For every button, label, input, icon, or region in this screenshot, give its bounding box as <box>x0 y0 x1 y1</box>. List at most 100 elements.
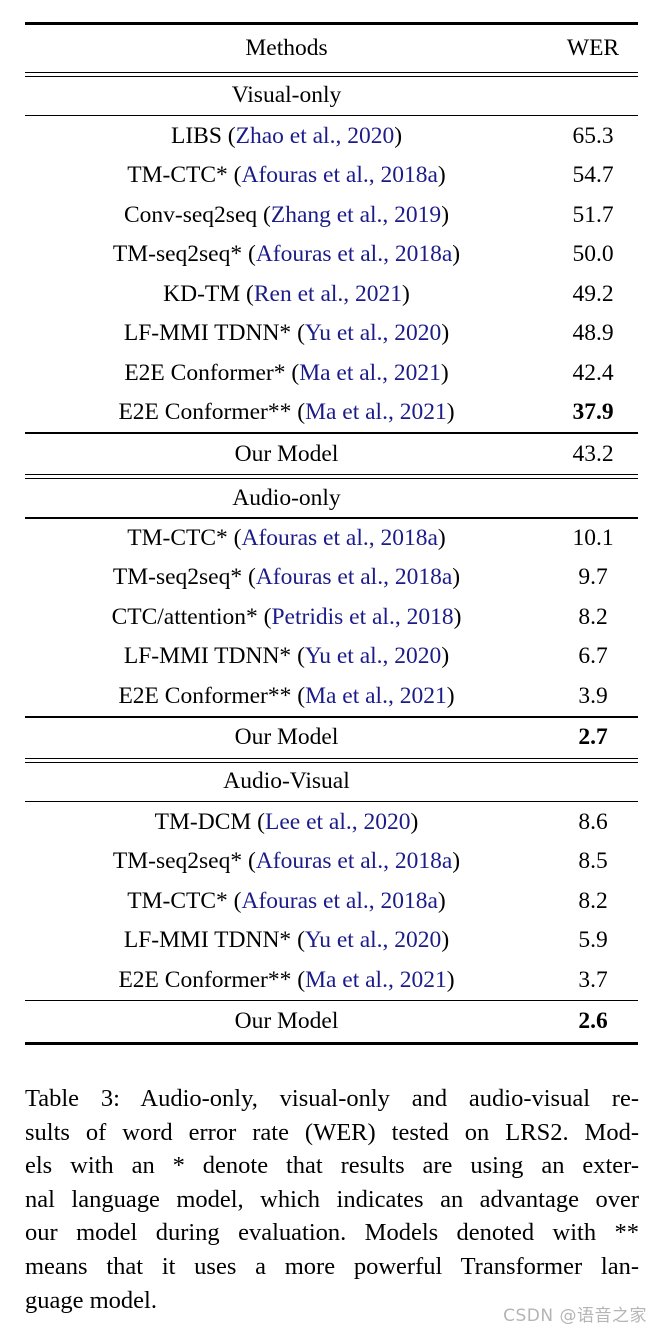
citation-link[interactable]: Yu et al., 2020 <box>304 643 442 670</box>
close-paren: ) <box>410 808 419 835</box>
table-row: E2E Conformer** (Ma et al., 2021) 3.9 <box>25 677 638 717</box>
table-header-row: Methods WER <box>25 25 638 72</box>
our-model-wer-value: 43.2 <box>572 440 614 467</box>
wer-column-header: WER <box>566 35 620 61</box>
citation-link[interactable]: Zhao et al., 2020 <box>235 122 395 149</box>
method-label: TM-seq2seq* <box>112 848 243 875</box>
open-paren: ( <box>257 603 272 630</box>
method-label: Conv-seq2seq <box>123 201 258 228</box>
citation-link[interactable]: Ma et al., 2021 <box>305 966 447 993</box>
close-paren: ) <box>453 603 462 630</box>
wer-value: 3.7 <box>578 966 608 993</box>
table-row: CTC/attention* (Petridis et al., 2018) 8.… <box>25 598 638 638</box>
method-label: TM-seq2seq* <box>112 564 243 591</box>
caption-line: our model during evaluation. Models deno… <box>25 1219 639 1247</box>
table-row: E2E Conformer** (Ma et al., 2021) 37.9 <box>25 393 638 433</box>
table-body: Visual-only LIBS (Zhao et al., 2020) 65.3 T… <box>25 72 638 1042</box>
wer-value: 9.7 <box>578 564 608 591</box>
method-label: TM-CTC* <box>127 887 228 914</box>
citation-link[interactable]: Afouras et al., 2018a <box>241 162 438 189</box>
section-header-rule <box>25 517 638 519</box>
wer-value: 6.7 <box>578 643 608 670</box>
open-paren: ( <box>285 359 300 386</box>
wer-value: 50.0 <box>572 241 614 268</box>
table-row: TM-CTC* (Afouras et al., 2018a) 54.7 <box>25 156 638 196</box>
citation-link[interactable]: Ma et al., 2021 <box>305 399 447 426</box>
citation-link[interactable]: Yu et al., 2020 <box>304 320 442 347</box>
caption-line: sults of word error rate (WER) tested on… <box>25 1118 639 1146</box>
method-cell: TM-CTC* (Afouras et al., 2018a) <box>25 888 548 915</box>
method-cell: E2E Conformer* (Ma et al., 2021) <box>25 360 548 387</box>
citation-link[interactable]: Lee et al., 2020 <box>264 808 411 835</box>
close-paren: ) <box>452 848 461 875</box>
citation-link[interactable]: Yu et al., 2020 <box>304 927 442 954</box>
open-paren: ( <box>251 808 265 835</box>
our-model-row: Our Model 2.7 <box>25 718 638 759</box>
method-cell: TM-seq2seq* (Afouras et al., 2018a) <box>25 241 548 268</box>
citation-link[interactable]: Ren et al., 2021 <box>253 280 403 307</box>
caption-line: Table 3: Audio-only, visual-only and aud… <box>25 1085 639 1112</box>
citation-link[interactable]: Ma et al., 2021 <box>299 359 441 386</box>
citation-link[interactable]: Afouras et al., 2018a <box>241 887 438 914</box>
wer-value: 48.9 <box>572 320 614 347</box>
section-divider-rule <box>25 72 638 77</box>
section-divider-rule <box>25 474 638 480</box>
method-label: TM-DCM <box>154 808 252 835</box>
open-paren: ( <box>291 927 305 954</box>
open-paren: ( <box>242 564 256 591</box>
wer-value: 8.5 <box>578 848 608 875</box>
table-row: E2E Conformer* (Ma et al., 2021) 42.4 <box>25 353 638 393</box>
close-paren: ) <box>437 887 446 914</box>
table-row: KD-TM (Ren et al., 2021) 49.2 <box>25 274 638 314</box>
citation-link[interactable]: Afouras et al., 2018a <box>255 241 453 268</box>
section-title: Visual-only <box>231 82 342 109</box>
close-paren: ) <box>437 162 446 189</box>
method-cell: TM-DCM (Lee et al., 2020) <box>25 809 548 836</box>
open-paren: ( <box>291 643 305 670</box>
method-cell: E2E Conformer** (Ma et al., 2021) <box>25 683 548 710</box>
citation-link[interactable]: Afouras et al., 2018a <box>255 564 453 591</box>
method-cell: LF-MMI TDNN* (Yu et al., 2020) <box>25 320 548 347</box>
open-paren: ( <box>221 122 236 149</box>
close-paren: ) <box>440 359 449 386</box>
our-model-rule <box>25 432 638 434</box>
method-label: E2E Conformer** <box>118 399 292 426</box>
method-cell: TM-seq2seq* (Afouras et al., 2018a) <box>25 848 548 875</box>
wer-value: 8.2 <box>578 887 608 914</box>
close-paren: ) <box>437 524 446 551</box>
section-divider-rule <box>25 758 638 763</box>
our-model-rule <box>25 999 638 1002</box>
method-cell: E2E Conformer** (Ma et al., 2021) <box>25 967 548 994</box>
wer-value: 42.4 <box>572 359 614 386</box>
citation-link[interactable]: Afouras et al., 2018a <box>241 524 438 551</box>
citation-link[interactable]: Afouras et al., 2018a <box>255 848 453 875</box>
citation-link[interactable]: Zhang et al., 2019 <box>270 201 442 228</box>
method-label: LF-MMI TDNN* <box>123 643 292 670</box>
method-label: CTC/attention* <box>111 603 258 630</box>
wer-value: 65.3 <box>572 122 614 149</box>
method-label: LIBS <box>170 122 222 149</box>
open-paren: ( <box>291 399 306 426</box>
our-model-row: Our Model 43.2 <box>25 434 638 475</box>
section-title-row: Audio-only <box>25 479 638 517</box>
method-label: E2E Conformer** <box>118 682 292 709</box>
method-label: TM-CTC* <box>127 524 228 551</box>
table-row: TM-seq2seq* (Afouras et al., 2018a) 9.7 <box>25 558 638 598</box>
wer-value: 54.7 <box>572 162 614 189</box>
open-paren: ( <box>227 162 242 189</box>
close-paren: ) <box>441 927 450 954</box>
method-label: E2E Conformer* <box>124 359 286 386</box>
our-model-wer-value: 2.7 <box>578 724 608 751</box>
caption-line: nal language model, which indicates an a… <box>25 1185 639 1213</box>
close-paren: ) <box>452 241 461 268</box>
section-title-row: Visual-only <box>25 77 638 115</box>
methods-column-header: Methods <box>245 35 328 61</box>
caption-line: means that it uses a more powerful Trans… <box>25 1252 639 1280</box>
citation-link[interactable]: Petridis et al., 2018 <box>271 603 454 630</box>
citation-link[interactable]: Ma et al., 2021 <box>305 682 447 709</box>
open-paren: ( <box>240 280 254 307</box>
method-label: LF-MMI TDNN* <box>123 927 292 954</box>
open-paren: ( <box>291 320 305 347</box>
method-cell: TM-seq2seq* (Afouras et al., 2018a) <box>25 564 548 591</box>
close-paren: ) <box>441 643 450 670</box>
